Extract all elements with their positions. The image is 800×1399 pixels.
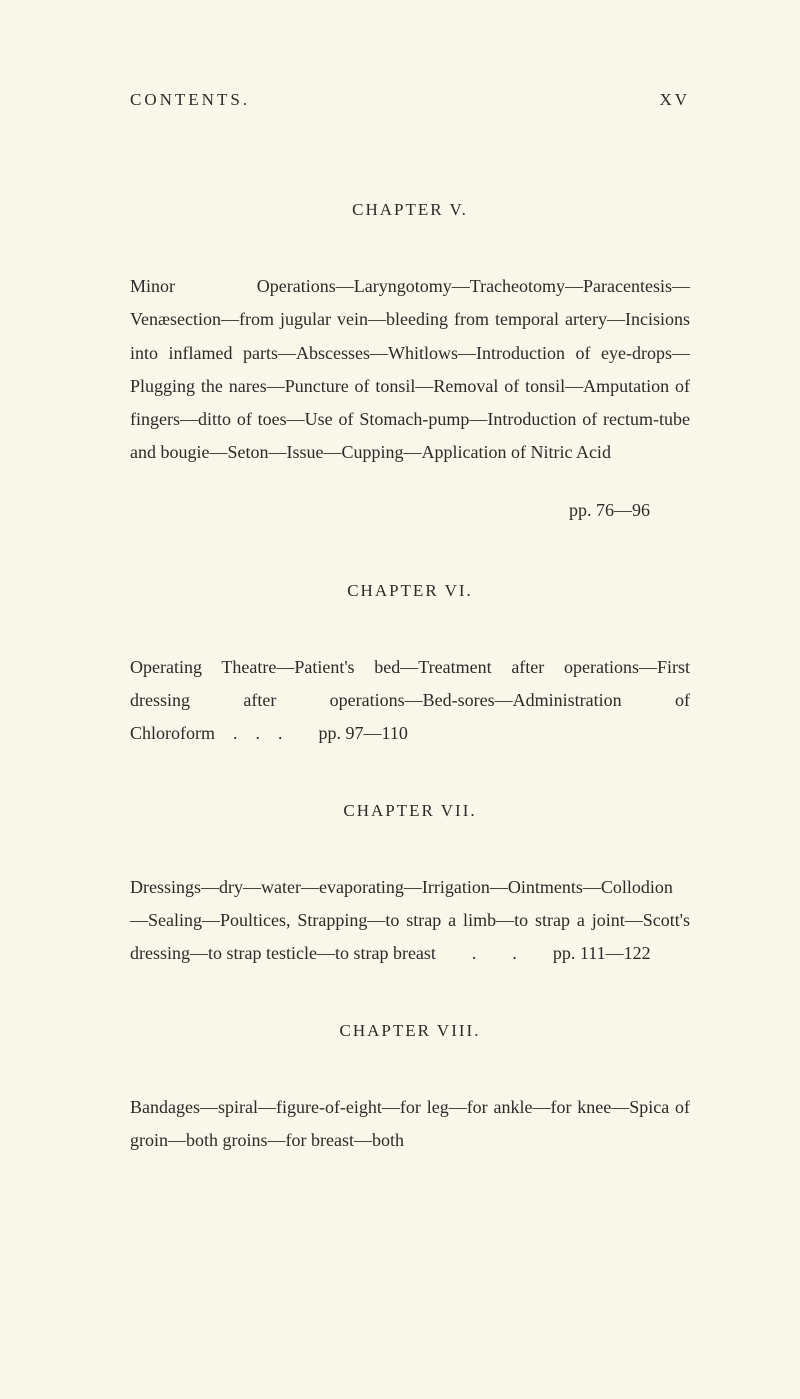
chapter-8-block: CHAPTER VIII. Bandages—spiral—figure-of-…	[130, 1021, 690, 1158]
page-container: CONTENTS. XV CHAPTER V. Minor Operations…	[0, 0, 800, 1257]
chapter-7-heading: CHAPTER VII.	[130, 801, 690, 821]
page-number: XV	[659, 90, 690, 110]
chapter-5-body: Minor Operations—Laryngotomy—Tracheotomy…	[130, 270, 690, 470]
chapter-6-heading: CHAPTER VI.	[130, 581, 690, 601]
chapter-5-heading: CHAPTER V.	[130, 200, 690, 220]
chapter-8-heading: CHAPTER VIII.	[130, 1021, 690, 1041]
header-row: CONTENTS. XV	[130, 90, 690, 110]
chapter-6-body: Operating Theatre—Patient's bed—Treatmen…	[130, 651, 690, 751]
chapter-5-pages: pp. 76—96	[130, 500, 690, 521]
chapter-7-block: CHAPTER VII. Dressings—dry—water—evapora…	[130, 801, 690, 971]
chapter-5-block: CHAPTER V. Minor Operations—Laryngotomy—…	[130, 200, 690, 521]
chapter-8-body: Bandages—spiral—figure-of-eight—for leg—…	[130, 1091, 690, 1158]
chapter-7-body: Dressings—dry—water—evaporating—Irrigati…	[130, 871, 690, 971]
chapter-6-block: CHAPTER VI. Operating Theatre—Patient's …	[130, 581, 690, 751]
contents-title: CONTENTS.	[130, 90, 250, 110]
